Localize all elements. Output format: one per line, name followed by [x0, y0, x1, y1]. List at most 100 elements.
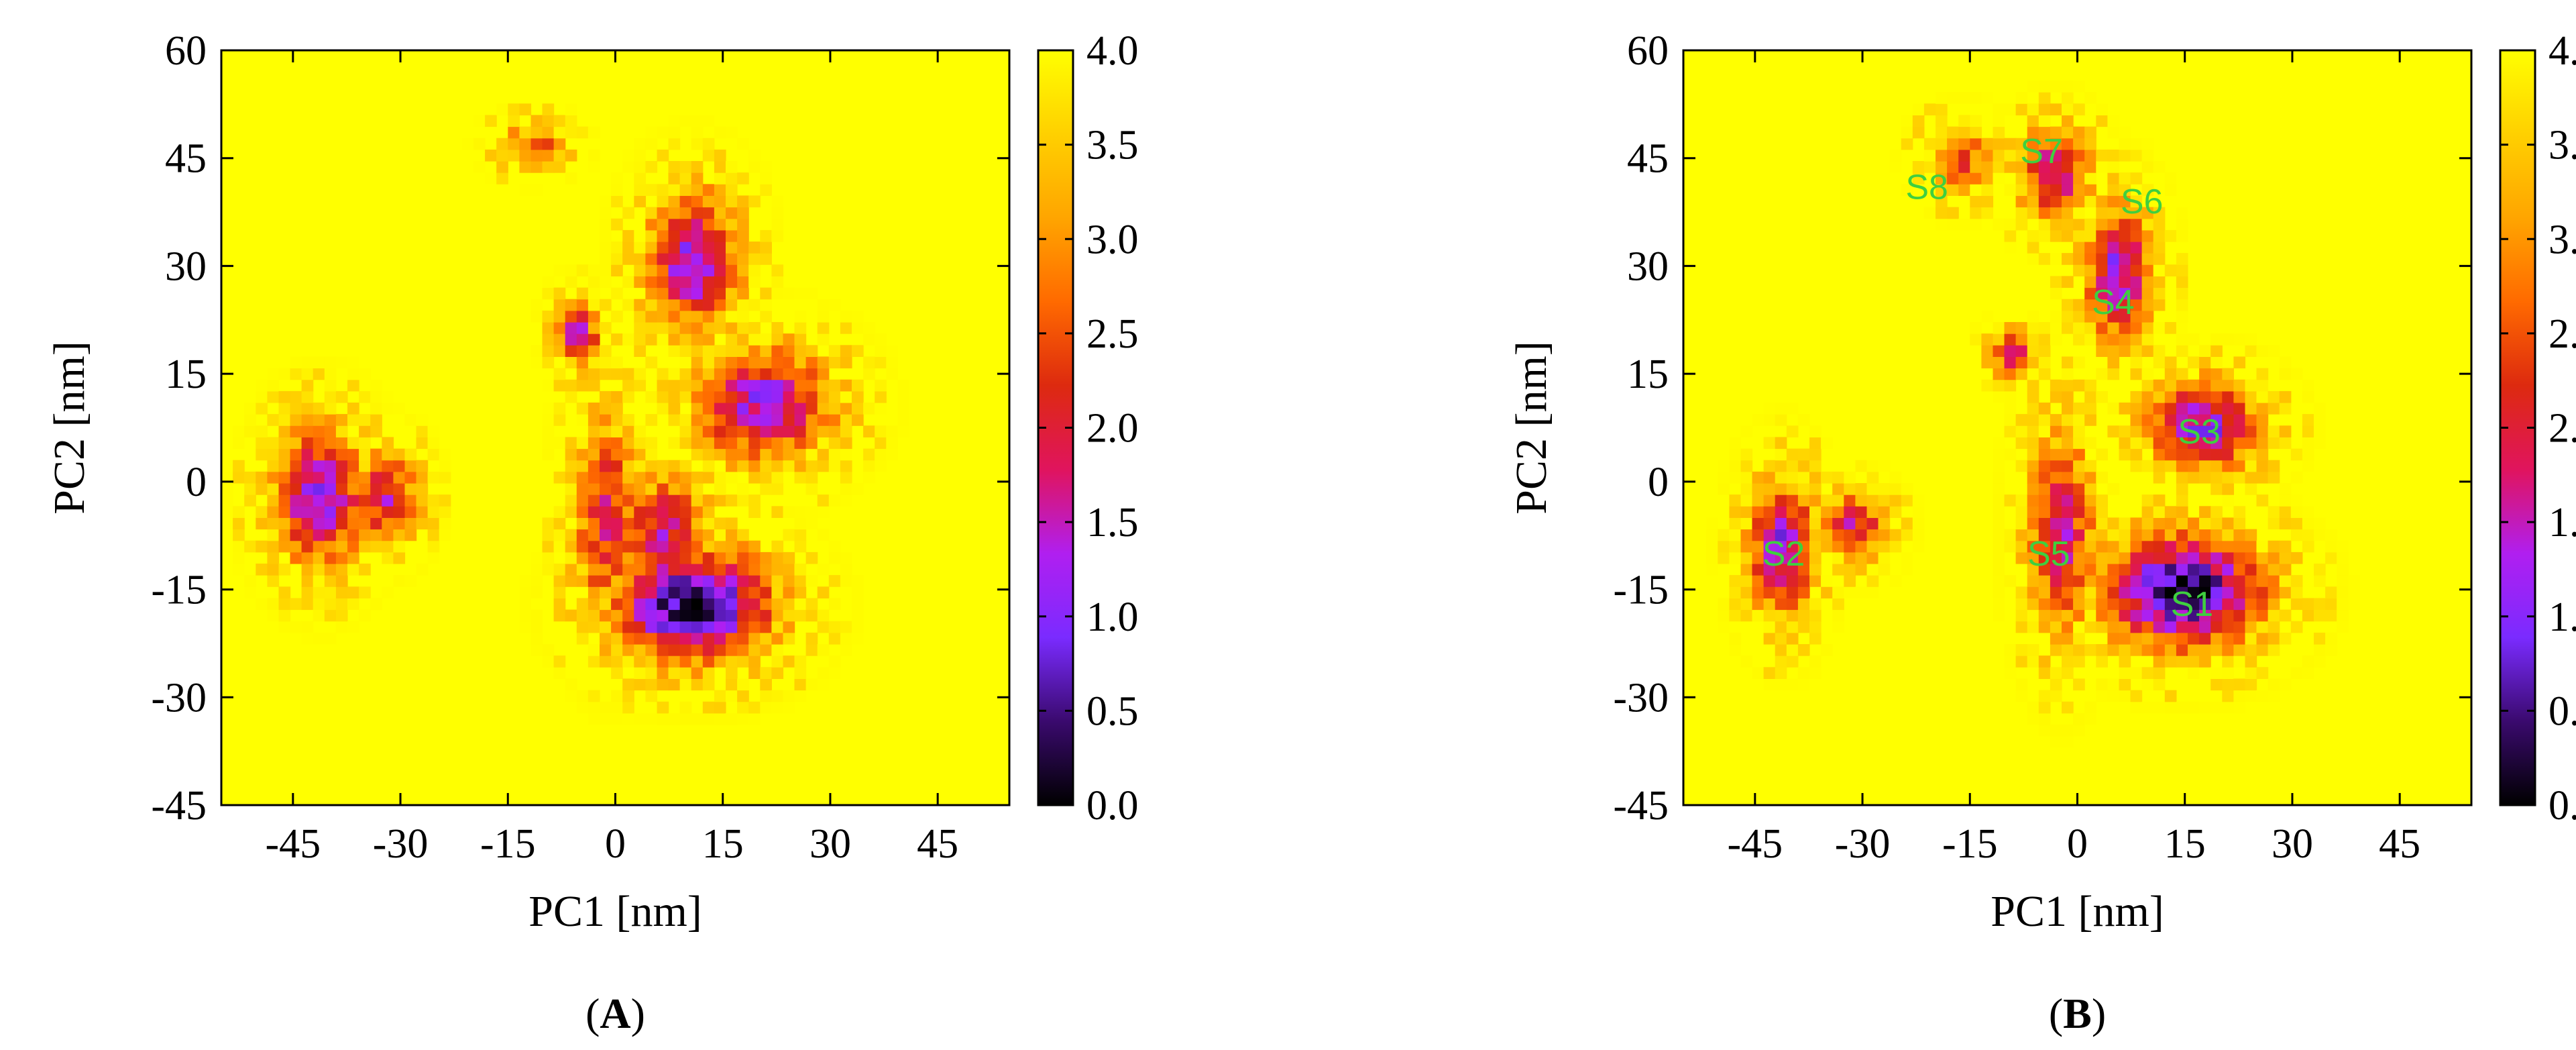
heatmap-cell — [2015, 103, 2028, 115]
heatmap-cell — [748, 460, 761, 472]
heatmap-cell — [2130, 517, 2143, 530]
heatmap-cell — [404, 471, 417, 484]
heatmap-cell — [726, 713, 738, 725]
heatmap-cell — [2256, 414, 2269, 426]
heatmap-cell — [679, 494, 692, 507]
heatmap-cell — [1821, 437, 1833, 450]
heatmap-cell — [370, 390, 382, 403]
x-tick-label: -30 — [1835, 821, 1891, 867]
heatmap-cell — [2050, 276, 2062, 288]
heatmap-cell — [668, 552, 681, 564]
site-label-s4: S4 — [2092, 283, 2135, 322]
heatmap-cell — [668, 368, 681, 380]
heatmap-cell — [347, 598, 359, 611]
heatmap-cell — [645, 517, 658, 530]
heatmap-cell — [1809, 517, 1822, 530]
heatmap-cell — [244, 586, 256, 598]
heatmap-cell — [1729, 517, 1742, 530]
heatmap-cell — [221, 471, 233, 484]
heatmap-cell — [2153, 253, 2166, 265]
heatmap-cell — [714, 310, 726, 323]
heatmap-cell — [519, 126, 532, 139]
heatmap-cell — [2119, 644, 2131, 656]
heatmap-cell — [805, 403, 818, 415]
heatmap-cell — [404, 448, 417, 461]
heatmap-cell — [1844, 552, 1856, 564]
heatmap-cell — [611, 310, 623, 323]
heatmap-cell — [1729, 586, 1742, 598]
heatmap-cell — [2084, 483, 2096, 495]
heatmap-cell — [760, 632, 772, 645]
heatmap-cell — [2119, 172, 2131, 185]
heatmap-cell — [587, 276, 600, 288]
heatmap-cell — [576, 471, 589, 484]
heatmap-cell — [2038, 368, 2051, 380]
heatmap-cell — [2130, 448, 2143, 461]
heatmap-cell — [875, 403, 887, 415]
heatmap-cell — [2245, 437, 2257, 450]
heatmap-cell — [1901, 529, 1913, 541]
heatmap-cell — [691, 632, 704, 645]
heatmap-cell — [2038, 540, 2051, 553]
colorbar-tick-label: 1.0 — [1086, 594, 1139, 640]
heatmap-cell — [1936, 92, 1948, 104]
heatmap-cell — [2245, 621, 2257, 633]
heatmap-cell — [485, 115, 497, 127]
heatmap-cell — [1740, 540, 1753, 553]
heatmap-cell — [1775, 506, 1787, 518]
heatmap-cell — [1866, 460, 1879, 472]
heatmap-cell — [2267, 564, 2280, 576]
heatmap-cell — [1752, 667, 1765, 679]
heatmap-cell — [416, 414, 429, 426]
heatmap-cell — [714, 586, 726, 598]
heatmap-cell — [737, 644, 749, 656]
heatmap-cell — [2027, 103, 2039, 115]
heatmap-cell — [852, 379, 864, 392]
heatmap-cell — [760, 229, 772, 242]
heatmap-cell — [634, 529, 646, 541]
heatmap-cell — [691, 356, 704, 369]
heatmap-cell — [393, 403, 406, 415]
heatmap-cell — [668, 322, 681, 334]
heatmap-cell — [2073, 379, 2085, 392]
heatmap-cell — [2050, 425, 2062, 437]
heatmap-cell — [702, 390, 715, 403]
heatmap-cell — [760, 667, 772, 679]
heatmap-cell — [1775, 667, 1787, 679]
heatmap-cell — [2038, 195, 2051, 208]
heatmap-cell — [427, 517, 440, 530]
heatmap-cell — [2050, 564, 2062, 576]
heatmap-cell — [576, 483, 589, 495]
heatmap-cell — [600, 299, 612, 311]
heatmap-cell — [2153, 287, 2166, 300]
heatmap-cell — [634, 632, 646, 645]
heatmap-cell — [233, 564, 245, 576]
heatmap-cell — [2096, 506, 2108, 518]
heatmap-cell — [576, 264, 589, 276]
heatmap-cell — [2153, 229, 2166, 242]
heatmap-cell — [1832, 598, 1844, 611]
heatmap-cell — [1786, 517, 1799, 530]
heatmap-cell — [2107, 184, 2120, 196]
heatmap-cell — [1763, 460, 1776, 472]
heatmap-cell — [553, 264, 566, 276]
heatmap-cell — [335, 390, 348, 403]
heatmap-cell — [542, 564, 555, 576]
heatmap-cell — [726, 632, 738, 645]
heatmap-cell — [2130, 299, 2143, 311]
heatmap-cell — [817, 390, 830, 403]
heatmap-cell — [1809, 575, 1822, 587]
heatmap-cell — [805, 678, 818, 691]
heatmap-cell — [600, 540, 612, 553]
heatmap-cell — [2153, 494, 2166, 507]
heatmap-cell — [2015, 195, 2028, 208]
heatmap-cell — [278, 494, 291, 507]
heatmap-cell — [771, 552, 784, 564]
heatmap-cell — [2256, 690, 2269, 702]
heatmap-cell — [313, 460, 325, 472]
heatmap-cell — [2314, 575, 2326, 587]
heatmap-cell — [587, 299, 600, 311]
heatmap-cell — [2141, 609, 2154, 622]
heatmap-cell — [2302, 437, 2314, 450]
heatmap-cell — [852, 483, 864, 495]
